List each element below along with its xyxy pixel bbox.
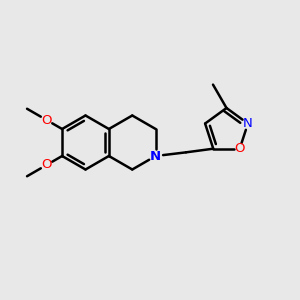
Text: O: O	[41, 158, 52, 172]
Text: O: O	[41, 113, 52, 127]
Text: O: O	[235, 142, 245, 155]
Text: N: N	[243, 117, 253, 130]
Text: N: N	[150, 149, 161, 163]
